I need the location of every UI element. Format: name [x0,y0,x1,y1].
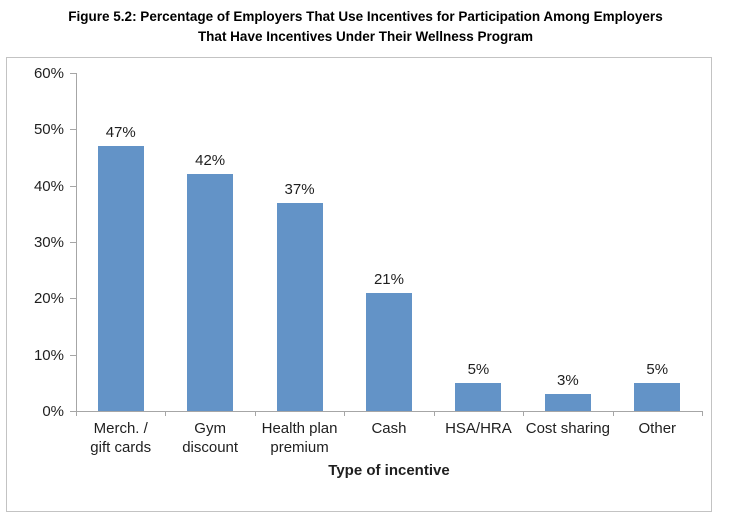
x-category-label: Other [613,419,702,438]
x-category-label: Cash [344,419,433,438]
y-tick-label: 30% [33,234,64,251]
x-category-label: Cost sharing [523,419,612,438]
bar-gym-discount [187,174,234,411]
x-tick-mark [433,411,435,416]
bar-value-label: 37% [284,180,315,198]
chart-frame: 0% 10% 20% 30% 40% 50% 60% 47% 42% 37% 21% 5% 3% 5% … [6,57,712,512]
y-tick-label: 40% [33,177,64,195]
x-category-label: HSA/HRA [434,419,523,438]
x-tick-mark [344,411,346,416]
y-tick-mark [70,129,76,131]
bar-cash [365,292,412,411]
bar-hsa-hra [455,382,502,411]
y-tick-label: 0% [42,403,64,420]
bar-slot: 47% [76,73,165,411]
bar-value-label: 5% [467,360,490,378]
x-category-label: Health plan premium [255,419,344,457]
y-tick-label: 60% [33,65,64,82]
y-tick-mark [70,411,76,412]
x-axis-title: Type of incentive [328,462,450,479]
x-category-label: Gym discount [165,419,254,457]
y-tick-label: 20% [33,290,64,308]
bar-value-label: 21% [373,270,404,288]
x-tick-mark [702,411,703,416]
figure-title-line1: Figure 5.2: Percentage of Employers That… [68,9,663,24]
x-category-label-line: gift cards [90,439,152,456]
bar-health-plan-premium [276,202,323,411]
y-tick-label: 50% [33,121,64,139]
bar-value-label: 42% [195,152,226,170]
x-category-label-line: discount [182,439,239,456]
x-tick-mark [523,411,525,416]
figure-title-line2: That Have Incentives Under Their Wellnes… [197,29,534,44]
bar-slot: 5% [613,73,702,411]
y-tick-mark [70,354,76,356]
x-category-label-line: Health plan [261,420,338,437]
x-category-label-line: HSA/HRA [445,420,512,437]
figure-title: Figure 5.2: Percentage of Employers That… [0,7,731,47]
x-category-label-line: premium [270,439,329,456]
bar-slot: 21% [344,73,433,411]
y-tick-mark [70,73,76,74]
y-tick-mark [70,185,76,187]
y-tick-mark [70,242,76,243]
bar-value-label: 47% [105,124,136,142]
x-category-label: Merch. / gift cards [76,419,165,457]
y-axis-line [76,73,77,411]
y-tick-mark [70,298,76,300]
bar-slot: 3% [523,73,612,411]
bar-value-label: 5% [646,360,669,378]
bar-slot: 42% [165,73,254,411]
x-category-label-line: Merch. / [93,420,148,437]
x-category-label-line: Cost sharing [525,420,610,437]
bar-cost-sharing [544,394,591,411]
bar-slot: 37% [255,73,344,411]
x-category-label-line: Other [638,420,677,437]
x-tick-mark [254,411,256,416]
bar-other [634,382,681,411]
x-tick-mark [612,411,614,416]
x-category-label-line: Gym [194,420,226,437]
bar-value-label: 3% [557,372,579,390]
x-tick-mark [76,411,77,416]
x-category-label-line: Cash [371,420,407,437]
bar-slot: 5% [434,73,523,411]
bar-merch-gift-cards [97,146,144,411]
x-axis-line [76,411,702,412]
x-tick-mark [165,411,167,416]
y-tick-label: 10% [33,346,64,364]
